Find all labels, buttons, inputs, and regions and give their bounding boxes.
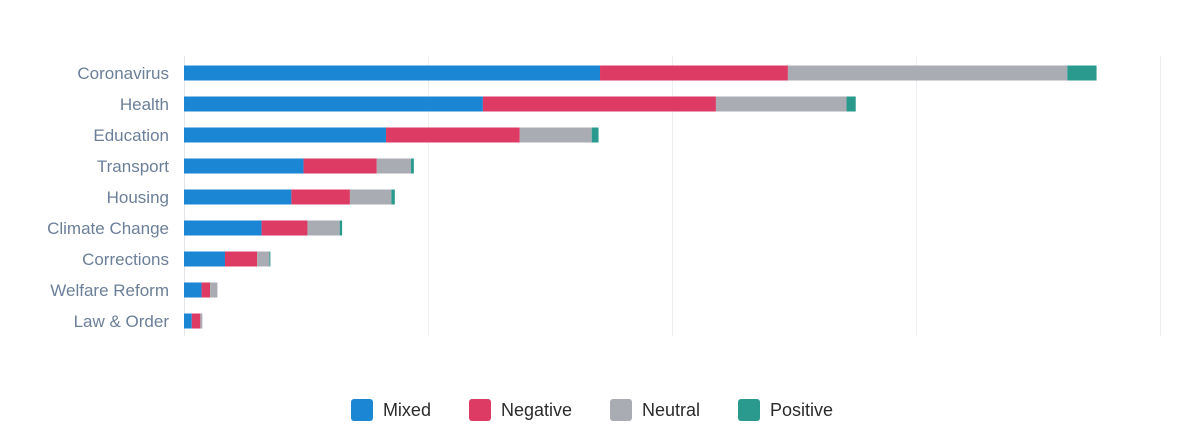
bar-segment-positive[interactable] [846,96,856,112]
bar-segment-negative[interactable] [201,282,211,298]
legend-label: Neutral [642,399,701,420]
legend-swatch [738,399,761,421]
category-label: Law & Order [74,312,170,331]
legend-label: Positive [770,399,834,420]
bar-segment-negative[interactable] [600,65,788,81]
legend-label: Negative [500,399,572,420]
bar-segment-neutral[interactable] [715,96,847,112]
bar-segment-mixed[interactable] [184,96,483,112]
legend-item-mixed[interactable]: Mixed [350,399,431,421]
bar-segment-mixed[interactable] [184,158,304,174]
legend-swatch [350,399,373,421]
bar-segment-neutral[interactable] [200,313,203,329]
category-label: Coronavirus [77,64,169,83]
bar-segment-positive[interactable] [269,251,271,267]
category-label: Health [120,95,169,114]
bar-segment-positive[interactable] [591,127,599,143]
bar-segment-mixed[interactable] [184,189,292,205]
category-label: Transport [97,157,169,176]
bar-segment-mixed[interactable] [184,282,202,298]
legend-item-positive[interactable]: Positive [738,399,833,421]
category-labels: Coronavirus Health Education Transport Housi… [47,64,169,331]
legend-swatch [610,399,632,421]
category-label: Housing [107,188,169,207]
category-label: Welfare Reform [50,281,169,300]
bar-segment-mixed[interactable] [184,313,192,329]
bar-segment-neutral[interactable] [307,220,340,236]
bar-segment-negative[interactable] [191,313,201,329]
legend: Mixed Negative Neutral Positive [0,396,1184,424]
legend-label: Mixed [382,399,431,420]
stacked-bar-chart: Coronavirus Health Education Transport Housi… [47,56,1161,336]
bar-segment-mixed[interactable] [184,127,387,143]
legend-swatch [468,399,491,421]
bar-segment-neutral[interactable] [519,127,592,143]
legend-item-neutral[interactable]: Neutral [610,399,700,421]
bar-segment-negative[interactable] [261,220,308,236]
bar-segment-mixed[interactable] [184,65,601,81]
bar-segment-neutral[interactable] [349,189,392,205]
bar-segment-negative[interactable] [386,127,520,143]
bar-segment-neutral[interactable] [376,158,411,174]
bar-segment-positive[interactable] [1067,65,1097,81]
legend-item-negative[interactable]: Negative [468,399,572,421]
category-label: Education [93,126,169,145]
bar-segment-positive[interactable] [391,189,395,205]
bar-segment-positive[interactable] [410,158,414,174]
bar-segment-negative[interactable] [303,158,377,174]
bar-segment-mixed[interactable] [184,220,262,236]
category-label: Corrections [82,250,169,269]
bar-segment-neutral[interactable] [787,65,1068,81]
bar-segment-negative[interactable] [482,96,716,112]
bar-segment-positive[interactable] [339,220,343,236]
bar-segment-negative[interactable] [224,251,258,267]
bars [184,65,1097,329]
category-label: Climate Change [47,219,169,238]
bar-segment-neutral[interactable] [210,282,218,298]
bar-segment-neutral[interactable] [257,251,270,267]
bar-segment-negative[interactable] [291,189,350,205]
bar-segment-mixed[interactable] [184,251,225,267]
